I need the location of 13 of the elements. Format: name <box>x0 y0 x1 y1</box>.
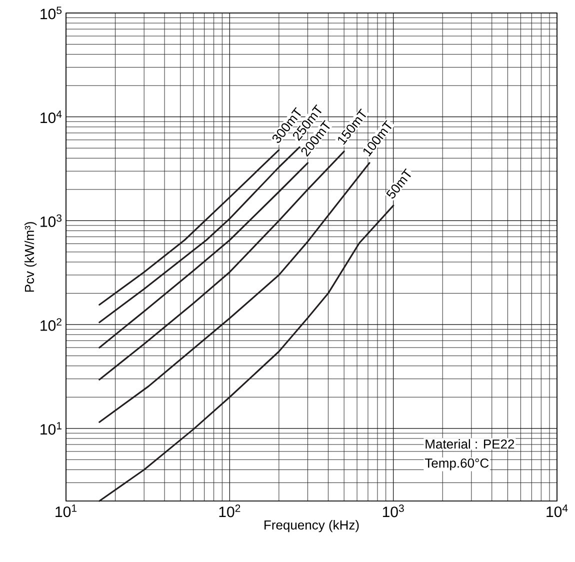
annotation: Material : PE22 <box>426 439 514 449</box>
y-tick-label: 10$^{1}$ <box>40 422 62 435</box>
y-tick-label: 10$^{3}$ <box>40 214 62 228</box>
x-tick-label: 10$^{3}$ <box>382 504 404 518</box>
y-axis-title: Pcv (kW/m³) <box>24 222 37 292</box>
x-axis-title: Frequency (kHz) <box>264 520 359 532</box>
y-tick-label: 10$^{2}$ <box>40 318 62 331</box>
x-tick-label: 10$^{1}$ <box>56 504 77 518</box>
y-tick-label: 10$^{5}$ <box>40 6 62 20</box>
y-tick-label: 10$^{4}$ <box>40 110 62 124</box>
x-tick-label: 10$^{4}$ <box>546 504 568 518</box>
x-tick-label: 10$^{2}$ <box>219 504 240 518</box>
annotation: Temp.60°C <box>424 458 489 470</box>
